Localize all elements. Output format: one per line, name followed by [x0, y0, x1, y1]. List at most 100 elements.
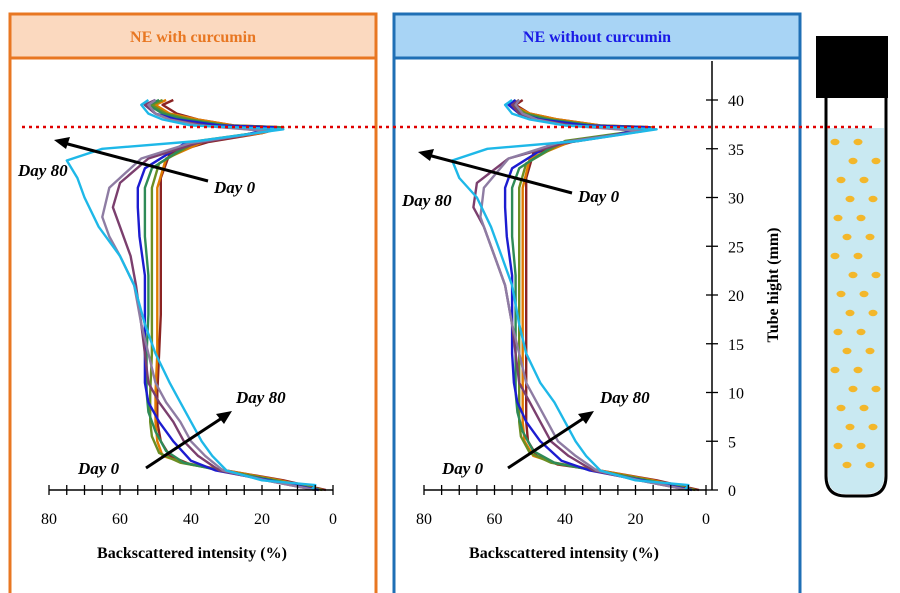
y-tick-label: 25 — [728, 239, 744, 256]
droplet — [845, 423, 855, 431]
panel-ne-with-curcumin: NE with curcumin 80 60 40 20 0 Backscattered… — [8, 12, 378, 593]
droplet — [833, 442, 843, 450]
y-tick-label: 15 — [728, 337, 744, 354]
day80-bottom-right: Day 80 — [599, 388, 650, 407]
arrowhead-bottom-left — [216, 411, 232, 424]
panel-header-left — [8, 12, 378, 60]
x-axis-left: 80 60 40 20 0 — [41, 485, 337, 528]
droplet — [848, 271, 858, 279]
x-tick-label: 20 — [254, 511, 270, 528]
annotations-left: Day 80 Day 0 Day 80 Day 0 — [17, 137, 286, 478]
arrow-top-left — [63, 141, 209, 183]
x-axis-title-right: Backscattered intensity (%) — [469, 545, 659, 562]
x-tick-label: 80 — [416, 511, 432, 528]
tube-illustration — [816, 36, 888, 498]
droplet — [856, 214, 866, 222]
droplet — [859, 290, 869, 298]
series-line-4 — [143, 98, 320, 492]
panel-ne-without-curcumin: NE without curcumin 80 60 40 20 0 Backscatte… — [392, 12, 802, 593]
day0-bottom-right: Day 0 — [441, 459, 484, 478]
series-line-1 — [514, 99, 700, 492]
y-axis-title: Tube hight (mm) — [765, 228, 782, 343]
droplet — [845, 195, 855, 203]
droplets — [830, 138, 881, 469]
x-axis-title-left: Backscattered intensity (%) — [97, 545, 287, 562]
y-tick-label: 10 — [728, 386, 744, 403]
droplet — [848, 157, 858, 165]
droplet — [848, 385, 858, 393]
droplet — [842, 347, 852, 355]
series-line-8 — [451, 99, 690, 491]
series-line-8 — [65, 99, 317, 491]
droplet — [833, 214, 843, 222]
droplet — [871, 271, 881, 279]
droplet — [853, 366, 863, 374]
droplet — [868, 423, 878, 431]
droplet — [836, 176, 846, 184]
annotations-right: Day 80 Day 0 Day 80 Day 0 — [401, 149, 650, 478]
day0-top-left: Day 0 — [213, 178, 256, 197]
droplet — [845, 309, 855, 317]
y-tick-label: 30 — [728, 191, 744, 208]
day80-top-left: Day 80 — [17, 161, 68, 180]
droplet — [859, 176, 869, 184]
droplet — [868, 309, 878, 317]
series-line-5 — [503, 99, 693, 492]
day0-top-right: Day 0 — [577, 187, 620, 206]
x-tick-label: 0 — [702, 511, 710, 528]
series-line-3 — [510, 99, 696, 492]
y-axis: 0 5 10 15 20 25 30 35 40 — [706, 61, 744, 500]
arrow-top-right — [427, 153, 573, 195]
droplet — [871, 157, 881, 165]
droplet — [871, 385, 881, 393]
droplet — [830, 138, 840, 146]
day80-top-right: Day 80 — [401, 191, 452, 210]
y-tick-label: 5 — [728, 434, 736, 451]
x-tick-label: 20 — [628, 511, 644, 528]
arrow-bottom-right — [507, 416, 585, 470]
x-tick-label: 60 — [487, 511, 503, 528]
droplet — [830, 366, 840, 374]
day0-bottom-left: Day 0 — [77, 459, 120, 478]
tube-liquid — [828, 128, 884, 494]
panel-header-right — [392, 12, 802, 60]
x-tick-label: 60 — [112, 511, 128, 528]
series-line-2 — [154, 98, 323, 492]
droplet — [868, 195, 878, 203]
y-tick-label: 20 — [728, 288, 744, 305]
series-line-1 — [156, 98, 327, 492]
y-tick-label: 0 — [728, 483, 736, 500]
droplet — [836, 290, 846, 298]
x-tick-label: 40 — [183, 511, 199, 528]
day80-bottom-left: Day 80 — [235, 388, 286, 407]
droplet — [865, 347, 875, 355]
plot-area-left — [65, 98, 327, 492]
panel-frame-left — [8, 12, 378, 593]
droplet — [856, 442, 866, 450]
droplet — [856, 328, 866, 336]
droplet — [865, 461, 875, 469]
x-tick-label: 40 — [557, 511, 573, 528]
droplet — [842, 233, 852, 241]
y-tick-label: 40 — [728, 93, 744, 110]
tube-cap — [816, 36, 888, 98]
panel-title-left: NE with curcumin — [130, 29, 256, 46]
droplet — [853, 252, 863, 260]
droplet — [853, 138, 863, 146]
series-line-7 — [101, 99, 316, 492]
series-line-2 — [510, 99, 696, 492]
panel-title-right: NE without curcumin — [523, 29, 671, 46]
arrow-bottom-left — [145, 416, 223, 470]
droplet — [859, 404, 869, 412]
x-axis-right: 80 60 40 20 0 — [416, 485, 710, 528]
plot-area-right — [451, 99, 700, 492]
x-tick-label: 0 — [329, 511, 337, 528]
series-line-4 — [507, 99, 693, 492]
arrowhead-top-right — [418, 149, 434, 161]
droplet — [865, 233, 875, 241]
x-tick-label: 80 — [41, 511, 57, 528]
droplet — [830, 252, 840, 260]
droplet — [842, 461, 852, 469]
arrowhead-top-left — [54, 137, 70, 149]
